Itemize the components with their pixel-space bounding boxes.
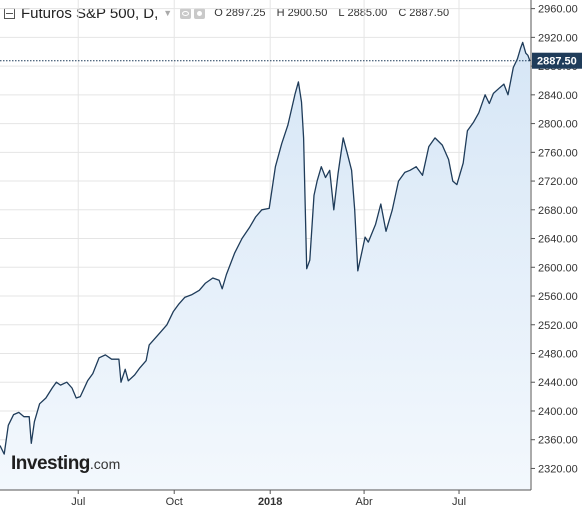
x-tick-label: Oct: [166, 496, 183, 508]
ohlc-close-key: C: [398, 7, 407, 19]
ohlc-readout: O 2897.25 H 2900.50 L 2885.00 C 2887.50: [214, 7, 457, 19]
y-tick-label: 2440.00: [538, 377, 578, 389]
y-tick-label: 2760.00: [538, 147, 578, 159]
area-fill: [0, 42, 530, 491]
last-value-label: 2887.50: [537, 56, 577, 68]
x-tick-label: Abr: [356, 496, 373, 508]
y-tick-label: 2680.00: [538, 205, 578, 217]
collapse-icon[interactable]: [4, 7, 15, 19]
y-tick-label: 2320.00: [538, 463, 578, 475]
y-tick-label: 2840.00: [538, 90, 578, 102]
y-tick-label: 2360.00: [538, 435, 578, 447]
ohlc-high-value: 2900.50: [287, 7, 328, 19]
price-line: [0, 41, 531, 455]
ohlc-close-value: 2887.50: [409, 7, 450, 19]
x-tick-label: Jul: [71, 496, 85, 508]
y-tick-label: 2400.00: [538, 406, 578, 418]
y-tick-label: 2480.00: [538, 348, 578, 360]
y-tick-label: 2600.00: [538, 262, 578, 274]
y-tick-label: 2520.00: [538, 320, 578, 332]
y-tick-label: 2720.00: [538, 176, 578, 188]
ohlc-low-key: L: [338, 7, 345, 19]
ohlc-open-key: O: [214, 7, 223, 19]
y-tick-label: 2920.00: [538, 32, 578, 44]
y-tick-label: 2560.00: [538, 291, 578, 303]
investing-logo: Investing.com: [11, 453, 120, 475]
logo-main: Investing: [11, 453, 90, 474]
y-tick-label: 2960.00: [538, 4, 578, 16]
x-tick-label: 2018: [258, 496, 282, 508]
ohlc-open-value: 2897.25: [225, 7, 266, 19]
x-tick-label: Jul: [452, 496, 466, 508]
logo-suffix: .com: [89, 456, 121, 472]
chevron-down-icon[interactable]: ▼: [163, 8, 173, 18]
gear-icon[interactable]: [194, 7, 206, 19]
ohlc-high-key: H: [276, 7, 285, 19]
y-tick-label: 2800.00: [538, 119, 578, 131]
eye-icon[interactable]: [180, 7, 192, 19]
ohlc-low-value: 2885.00: [347, 7, 388, 19]
y-tick-label: 2640.00: [538, 234, 578, 246]
last-value-badge: [532, 52, 582, 69]
